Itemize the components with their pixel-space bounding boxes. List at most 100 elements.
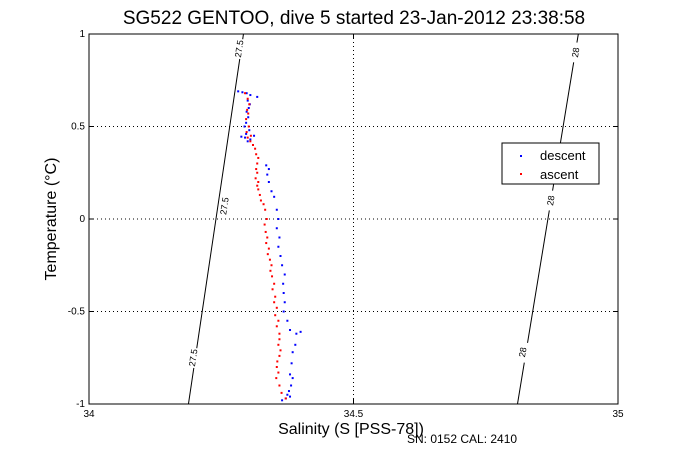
descent-point [286,393,289,396]
ascent-point [266,236,269,239]
ascent-point [279,349,282,352]
descent-point [282,282,285,285]
ascent-point [275,377,278,380]
legend-marker-descent [520,155,522,157]
descent-point [244,136,247,139]
ascent-point [269,269,272,272]
descent-point [275,227,278,230]
descent-point [281,264,284,267]
contour-label-gap [570,41,582,64]
ascent-point [247,125,250,128]
descent-point [266,173,269,176]
ascent-point [262,203,265,206]
chart-title: SG522 GENTOO, dive 5 started 23-Jan-2012… [123,8,585,29]
descent-point [286,319,289,322]
legend-marker-ascent [520,173,522,175]
descent-point [299,330,302,333]
ascent-point [246,97,249,100]
descent-point [246,99,249,102]
ascent-point [258,193,261,196]
ascent-point [278,354,281,357]
descent-point [282,310,285,313]
ascent-point [264,230,267,233]
ascent-point [264,208,267,211]
descent-point [278,236,281,239]
y-tick-label: 1 [79,29,85,40]
descent-point [291,377,294,380]
descent-point [270,190,273,193]
ascent-point [271,275,274,278]
density-contour-line [516,33,579,405]
ascent-point [274,295,277,298]
descent-point [294,343,297,346]
descent-point [283,273,286,276]
descent-point [282,292,285,294]
x-tick-label: 35 [612,409,624,420]
descent-point [248,129,251,132]
descent-point [246,140,249,143]
ascent-point [276,360,279,363]
ascent-point [246,136,249,139]
y-tick-label: 0.5 [71,122,85,133]
ascent-point [266,253,269,256]
ascent-point [277,343,280,346]
ascent-point [257,188,260,191]
ascent-point [248,103,251,106]
ascent-point [259,199,262,202]
contour-label-gap [517,341,529,363]
ascent-point [275,325,278,328]
descent-point [275,208,278,211]
descent-point [256,95,259,98]
descent-point [249,94,252,97]
descent-point [277,218,280,220]
ascent-point [255,153,258,156]
ascent-point [277,371,280,374]
descent-point [291,351,294,354]
ascent-point [244,92,247,95]
ascent-point [249,134,252,137]
descent-point [253,134,256,137]
density-contours: 27.5 27.5 27.5 28 28 28 [187,33,582,405]
legend-label-descent: descent [540,148,586,163]
ascent-point [275,306,278,309]
contour-label: 28 [517,346,528,358]
ascent-point [278,384,281,387]
y-tick-label: -1 [76,399,85,410]
contour-label-gap [545,189,557,212]
ascent-point [284,397,287,400]
ascent-point [257,156,260,159]
x-tick-label: 34.5 [344,409,364,420]
ascent-point [257,181,260,183]
ascent-point [246,108,249,111]
descent-point [279,255,282,257]
ascent-point [273,282,276,285]
data-points [237,90,302,402]
ascent-point [247,112,250,115]
descent-point [267,168,270,171]
descent-point [247,116,250,119]
descent-point [290,384,293,387]
x-axis-label: Salinity (S [PSS-78]) [278,421,424,438]
ascent-point [254,177,257,180]
ascent-point [255,168,258,171]
ascent-point [271,288,274,291]
descent-point [245,132,248,135]
ascent-point [278,332,281,335]
descent-point [241,91,244,94]
y-tick-label: -0.5 [68,307,86,318]
ascent-point [277,319,280,322]
descent-point [289,329,292,331]
descent-point [243,125,246,128]
descent-point [283,301,286,304]
descent-point [247,107,250,109]
descent-point [281,399,284,402]
contour-label-gap [233,38,245,60]
contour-label: 27.5 [233,39,245,58]
y-axis-label: Temperature (°C) [43,158,60,281]
ascent-point [278,338,281,341]
ascent-point [263,223,266,226]
serial-calibration-text: SN: 0152 CAL: 2410 [407,432,518,446]
legend-box [501,142,600,185]
axis-ticks: 34 34.5 35 -1 -0.5 0 0.5 1 [68,29,624,420]
